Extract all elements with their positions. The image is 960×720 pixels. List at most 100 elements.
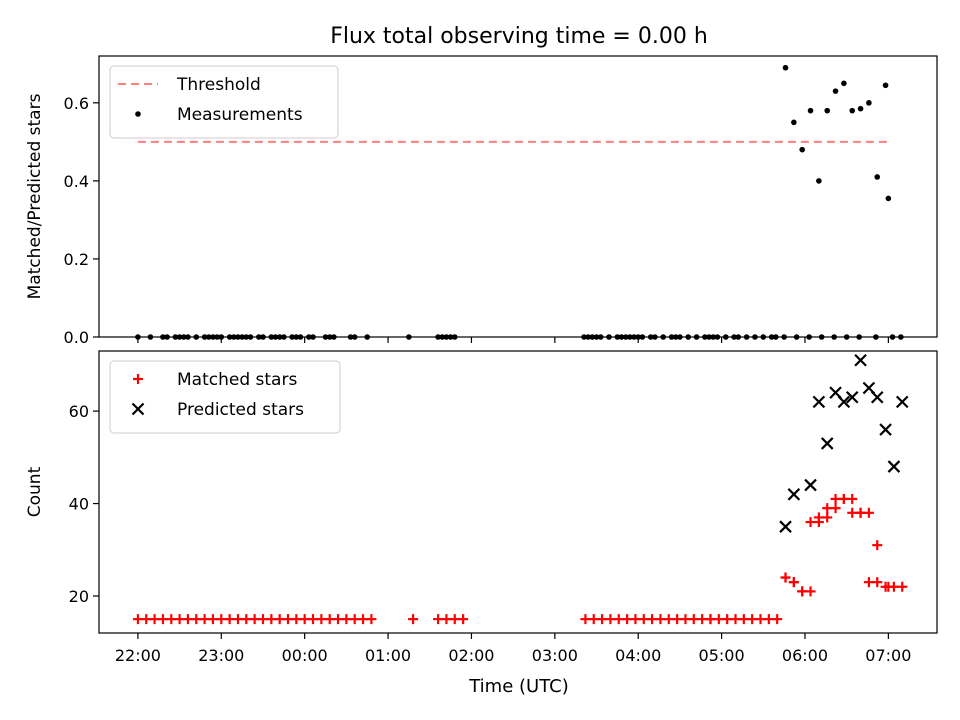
series-0 [132, 493, 908, 625]
series-2 [782, 64, 892, 202]
matched-point [299, 614, 310, 625]
y-tick-label: 0.2 [64, 250, 89, 269]
matched-point [588, 614, 599, 625]
matched-point [813, 517, 824, 528]
predicted-point-b [854, 353, 867, 367]
matched-point [132, 614, 143, 625]
measurement-point [866, 100, 872, 106]
measurement-point [849, 107, 856, 114]
x-tick-label: 07:00 [865, 646, 911, 665]
measurement-point [782, 64, 789, 71]
matched-point [441, 614, 452, 625]
matched-point [897, 581, 908, 592]
matched-point [638, 614, 649, 625]
x-tick-label: 06:00 [782, 646, 828, 665]
matched-point [149, 614, 160, 625]
matched-point [847, 507, 858, 518]
legend-label: Threshold [176, 75, 261, 95]
matched-point [199, 614, 210, 625]
matched-point [797, 586, 808, 597]
predicted-point [879, 423, 892, 436]
matched-point [274, 614, 285, 625]
y-axis-label: Count [25, 466, 45, 517]
predicted-point [812, 395, 826, 409]
matched-point [241, 614, 252, 625]
predicted-point-b [804, 478, 817, 492]
x-tick-label: 02:00 [448, 646, 494, 665]
matched-point [341, 614, 352, 625]
matched-point [772, 614, 783, 625]
matched-point [191, 614, 202, 625]
matched-point [166, 614, 177, 625]
predicted-point-b [895, 395, 909, 409]
matched-point [257, 614, 268, 625]
matched-point [349, 614, 360, 625]
x-tick-label: 22:00 [115, 646, 161, 665]
matched-point [597, 614, 608, 625]
matched-point [713, 614, 724, 625]
matched-point [705, 614, 716, 625]
matched-point [366, 614, 377, 625]
predicted-point [820, 437, 834, 450]
matched-point [174, 614, 185, 625]
legend-label: Predicted stars [177, 400, 304, 420]
matched-point [805, 517, 816, 528]
legend: Threshold Measurements [109, 65, 339, 139]
matched-point [605, 614, 616, 625]
legend-box [109, 65, 339, 139]
measurement-point [791, 119, 797, 126]
matched-point [408, 614, 419, 625]
y-axis-label: Matched/Predicted stars [25, 93, 45, 299]
matched-point [755, 614, 766, 625]
legend-label: Measurements [177, 105, 303, 125]
y-tick-label: 60 [69, 402, 89, 421]
x-tick-label: 23:00 [198, 646, 244, 665]
measurement-point [841, 80, 847, 87]
legend-predicted-b [131, 402, 145, 416]
matched-point [182, 614, 193, 625]
matched-point [872, 540, 883, 551]
matched-point [688, 614, 699, 625]
matched-point [207, 614, 218, 625]
predicted-point [870, 390, 884, 404]
matched-point [580, 614, 591, 625]
matched-point [291, 614, 302, 625]
legend-matched-marker [133, 374, 143, 384]
matched-point [730, 614, 741, 625]
matched-point [358, 614, 369, 625]
matched-point [266, 614, 277, 625]
chart-title: Flux total observing time = 0.00 h [330, 24, 708, 49]
legend: Matched stars Predicted stars [109, 360, 341, 434]
plot-frame [98, 350, 938, 634]
matched-point [316, 614, 327, 625]
predicted-point [845, 390, 859, 404]
predicted-point-b [829, 386, 842, 399]
x-tick-label: 04:00 [615, 646, 661, 665]
legend-predicted-marker [131, 402, 145, 416]
y-tick-label: 20 [69, 587, 89, 606]
matched-point [822, 503, 833, 514]
matched-point [830, 503, 841, 514]
matched-point [157, 614, 168, 625]
measurement-point [816, 178, 822, 184]
matched-point [780, 572, 791, 583]
predicted-point-b [820, 437, 834, 450]
x-tick-label: 03:00 [532, 646, 578, 665]
matched-point [863, 507, 874, 518]
matched-point [872, 577, 883, 588]
measurement-point [824, 107, 831, 114]
matched-point [449, 614, 460, 625]
series-1 [780, 493, 883, 597]
predicted-point-b [837, 395, 851, 409]
matched-point [308, 614, 319, 625]
matched-point [433, 614, 444, 625]
series-2 [779, 353, 909, 533]
y-tick-label: 0.6 [64, 94, 89, 113]
top-panel: 0.0 0.2 0.4 0.6 Matched/Predicted stars Thres… [25, 55, 938, 347]
x-tick-label: 00:00 [282, 646, 328, 665]
matched-point [216, 614, 227, 625]
matched-point [249, 614, 260, 625]
predicted-point-b [870, 390, 884, 404]
x-tick-label: 05:00 [699, 646, 745, 665]
